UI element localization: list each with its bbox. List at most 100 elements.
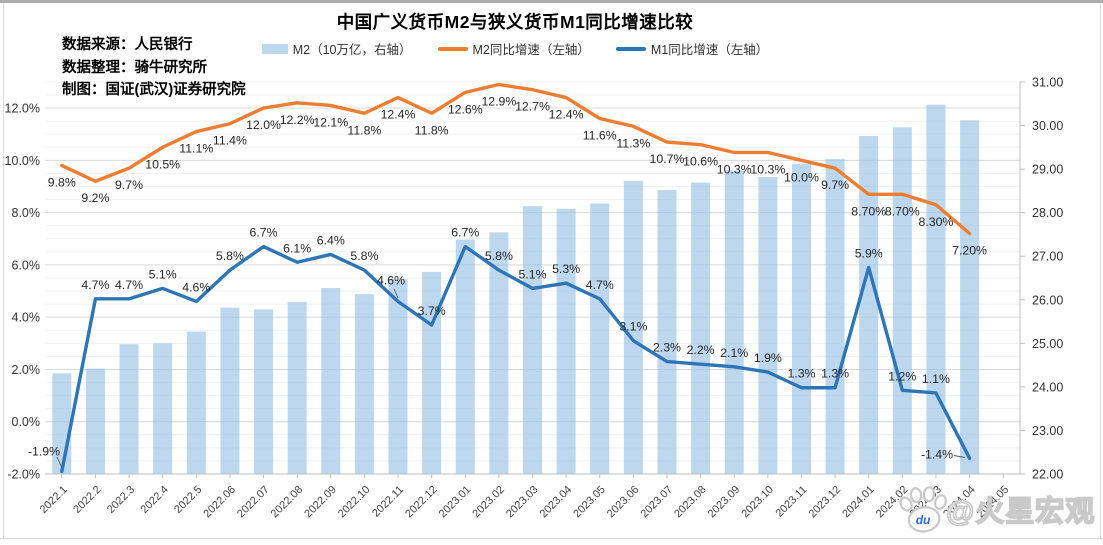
right-border — [1100, 3, 1101, 538]
m1-point-label: 4.6% — [182, 280, 210, 294]
baidu-paw-icon: du — [899, 486, 947, 533]
m2-point-label: 12.0% — [246, 118, 281, 132]
right-axis-label: 29.00 — [1032, 163, 1063, 177]
x-axis-label: 2023.11 — [774, 484, 810, 520]
legend-item-m2-growth: M2同比增速（左轴） — [437, 39, 590, 58]
x-axis-label: 2022.07 — [235, 484, 272, 521]
legend-label-m1-growth: M1同比增速（左轴） — [650, 43, 769, 57]
x-axis-label: 2023.10 — [739, 484, 776, 521]
left-axis-label: 6.0% — [12, 258, 41, 272]
m2-bar — [960, 120, 980, 474]
m2-point-label: 11.6% — [583, 128, 617, 142]
m1-point-label: 4.7% — [586, 278, 614, 292]
left-axis-label: 4.0% — [12, 311, 41, 325]
m2-point-label: 12.6% — [448, 102, 483, 116]
m1-point-label: 2.1% — [720, 346, 748, 360]
m2-point-label: 8.70% — [851, 204, 886, 218]
m2-bar — [926, 104, 946, 474]
m2-bar — [153, 343, 173, 474]
x-axis-label: 2023.05 — [571, 484, 608, 521]
m2-bar — [186, 331, 206, 474]
source-note-compiler: 数据整理：骑牛研究所 — [62, 59, 207, 76]
source-note-provider: 数据来源：人民银行 — [62, 37, 193, 53]
m2-bar — [220, 307, 240, 474]
source-note-author: 制图：国证(武汉)证券研究院 — [62, 82, 246, 98]
right-axis-label: 25.00 — [1032, 337, 1063, 351]
m2-point-label: 10.3% — [750, 162, 785, 176]
m2-bar — [287, 301, 307, 474]
watermark-text: @火星宏观 — [945, 495, 1096, 529]
m1-point-label: 6.4% — [317, 233, 345, 247]
m2-point-label: 12.4% — [549, 108, 584, 122]
label-leader-line — [393, 288, 399, 299]
x-axis-label: 2022.5 — [172, 484, 204, 516]
label-leader-line — [953, 455, 966, 458]
m1-point-label: 6.7% — [451, 226, 479, 240]
m1-point-label: 1.2% — [888, 369, 916, 383]
m2-point-label: 11.8% — [347, 123, 381, 137]
m2-bar — [623, 180, 643, 475]
legend: M2（10万亿，右轴） M2同比增速（左轴） M1同比增速（左轴） — [0, 39, 1030, 58]
right-axis-label: 31.00 — [1032, 76, 1063, 90]
m2-bar — [657, 190, 677, 475]
x-axis-label: 2022.12 — [403, 484, 440, 521]
bottom-border — [0, 538, 1103, 539]
m2-bar — [422, 271, 442, 474]
right-axis-label: 23.00 — [1032, 424, 1063, 438]
m2-bar — [791, 163, 811, 474]
m1-point-label: 3.1% — [619, 320, 647, 334]
right-axis-label: 26.00 — [1032, 293, 1063, 307]
m2-bar — [691, 182, 711, 474]
x-axis-label: 2022.11 — [370, 484, 406, 520]
m2-line-swatch-icon — [437, 46, 468, 51]
m2-point-label: 12.2% — [280, 113, 315, 127]
x-axis-label: 2023.02 — [470, 484, 507, 521]
x-axis-label: 2023.07 — [639, 484, 676, 521]
m2-point-label: 9.2% — [81, 191, 109, 205]
m2-point-label: 9.8% — [48, 176, 76, 190]
x-axis-label: 2023.06 — [605, 484, 642, 521]
m2-line — [60, 82, 972, 236]
m1-point-label: 4.7% — [81, 278, 109, 292]
left-axis-label: 8.0% — [12, 206, 41, 220]
m2-point-label: 9.7% — [115, 178, 143, 192]
m1-point-label: 6.7% — [250, 226, 278, 240]
m1-point-label: 6.1% — [283, 241, 311, 255]
legend-label-m2-bar: M2（10万亿，右轴） — [292, 43, 412, 57]
m2-point-label: 8.30% — [919, 215, 954, 229]
page-title: 中国广义货币M2与狭义货币M1同比增速比较 — [336, 12, 694, 32]
x-axis-label: 2022.1 — [38, 484, 70, 516]
m2-point-label: 9.7% — [821, 178, 849, 192]
x-axis-label: 2022.4 — [139, 484, 171, 516]
legend-item-m1-growth: M1同比增速（左轴） — [615, 39, 769, 58]
m2-bar — [254, 309, 274, 474]
m2-bar — [85, 368, 105, 474]
m1-point-label: 2.2% — [687, 343, 715, 357]
m1-point-label: 1.3% — [821, 367, 849, 381]
m1-point-label: 4.6% — [377, 273, 405, 287]
m2-bar — [724, 170, 744, 474]
x-axis-label: 2022.09 — [302, 484, 339, 521]
m1-point-label: 3.7% — [418, 304, 446, 318]
m2-point-label: 10.0% — [784, 170, 819, 184]
m1-line — [60, 244, 972, 474]
m1-point-label: -1.9% — [28, 444, 60, 458]
m2-bar — [489, 232, 509, 474]
m1-point-label: 5.1% — [149, 267, 177, 281]
m2-point-label: 11.8% — [415, 123, 449, 137]
m2-bar — [758, 176, 778, 474]
x-axis-label: 2023.01 — [437, 484, 474, 521]
right-axis-label: 27.00 — [1032, 250, 1063, 264]
legend-item-m2-bar: M2（10万亿，右轴） — [261, 39, 412, 58]
m2-point-label: 12.9% — [481, 95, 516, 109]
m2-bar-swatch-icon — [261, 43, 288, 54]
x-axis-label: 2022.3 — [105, 484, 137, 516]
m1-point-label: 5.8% — [216, 249, 244, 263]
left-axis-label: 0.0% — [12, 415, 41, 429]
m2-bar — [859, 136, 879, 474]
left-axis-label: 10.0% — [5, 154, 40, 168]
m2-point-label: 12.7% — [515, 100, 550, 114]
m1-point-label: 5.1% — [518, 267, 546, 281]
m2-point-label: 7.20% — [952, 244, 987, 258]
